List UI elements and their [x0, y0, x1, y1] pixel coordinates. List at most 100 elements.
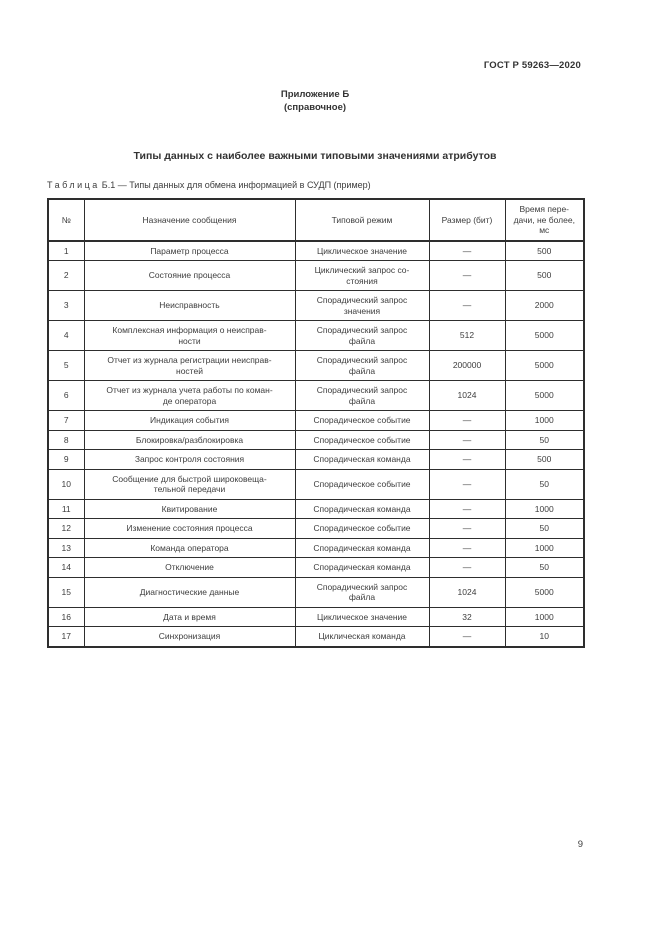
cell-purpose: Команда оператора [83, 537, 296, 558]
cell-mode: Спорадическое событие [294, 410, 430, 431]
cell-size: — [428, 537, 506, 558]
cell-mode: Спорадическая команда [294, 449, 430, 470]
table-row: 5 Отчет из журнала регистрации неисправ-… [47, 350, 585, 381]
cell-mode: Спорадический запрос файла [294, 320, 430, 351]
annex-label: Приложение Б [280, 89, 350, 100]
table-body: 1 Параметр процесса Циклическое значение… [47, 240, 585, 647]
cell-size: — [428, 240, 506, 261]
cell-time: 50 [504, 429, 585, 450]
cell-mode: Спорадическая команда [294, 557, 430, 578]
cell-time: 1000 [504, 537, 585, 558]
cell-num: 17 [47, 626, 85, 647]
table-row: 2 Состояние процесса Циклический запрос … [47, 260, 585, 291]
header-time: Время пере- дачи, не более, мс [504, 198, 585, 242]
cell-size: — [428, 557, 506, 578]
cell-num: 2 [47, 260, 85, 291]
cell-num: 10 [47, 468, 85, 500]
cell-mode: Циклическое значение [294, 240, 430, 261]
cell-purpose: Диагностические данные [83, 576, 296, 608]
cell-mode: Циклический запрос со- стояния [294, 260, 430, 291]
header-purpose: Назначение сообщения [83, 198, 296, 242]
cell-size: 200000 [428, 350, 506, 381]
data-table: № Назначение сообщения Типовой режим Раз… [47, 198, 585, 648]
cell-time: 50 [504, 557, 585, 578]
cell-num: 1 [47, 240, 85, 261]
table-row: 17 Синхронизация Циклическая команда — 1… [47, 626, 585, 647]
table-header: № Назначение сообщения Типовой режим Раз… [47, 198, 585, 242]
cell-size: — [428, 498, 506, 519]
cell-num: 12 [47, 518, 85, 539]
cell-num: 6 [47, 380, 85, 411]
cell-num: 11 [47, 498, 85, 519]
table-caption-text: Б.1 — Типы данных для обмена информацией… [101, 180, 371, 190]
cell-purpose: Индикация события [83, 410, 296, 431]
cell-size: — [428, 260, 506, 291]
table-header-row: № Назначение сообщения Типовой режим Раз… [47, 198, 585, 242]
cell-purpose: Запрос контроля состояния [83, 449, 296, 470]
table-row: 12 Изменение состояния процесса Спорадич… [47, 518, 585, 539]
cell-time: 5000 [504, 350, 585, 381]
cell-time: 10 [504, 626, 585, 647]
cell-size: 32 [428, 606, 506, 627]
cell-time: 2000 [504, 290, 585, 321]
table-row: 6 Отчет из журнала учета работы по коман… [47, 380, 585, 411]
cell-num: 14 [47, 557, 85, 578]
table-row: 9 Запрос контроля состояния Спорадическа… [47, 449, 585, 470]
cell-num: 15 [47, 576, 85, 608]
cell-num: 8 [47, 429, 85, 450]
cell-time: 1000 [504, 410, 585, 431]
table-row: 1 Параметр процесса Циклическое значение… [47, 240, 585, 261]
cell-purpose: Отчет из журнала учета работы по коман- … [83, 380, 296, 411]
cell-time: 500 [504, 240, 585, 261]
cell-purpose: Параметр процесса [83, 240, 296, 261]
table-row: 3 Неисправность Спорадический запрос зна… [47, 290, 585, 321]
cell-purpose: Неисправность [83, 290, 296, 321]
cell-mode: Спорадическая команда [294, 537, 430, 558]
cell-num: 9 [47, 449, 85, 470]
table-row: 8 Блокировка/разблокировка Спорадическое… [47, 429, 585, 450]
cell-size: 512 [428, 320, 506, 351]
table-caption: Таблица Б.1 — Типы данных для обмена инфо… [47, 180, 583, 190]
cell-purpose: Квитирование [83, 498, 296, 519]
cell-mode: Спорадический запрос файла [294, 350, 430, 381]
cell-purpose: Отключение [83, 557, 296, 578]
page-number: 9 [577, 839, 583, 850]
header-mode: Типовой режим [294, 198, 430, 242]
cell-time: 50 [504, 518, 585, 539]
cell-time: 5000 [504, 576, 585, 608]
cell-mode: Спорадический запрос файла [294, 380, 430, 411]
cell-size: — [428, 449, 506, 470]
cell-num: 13 [47, 537, 85, 558]
annex-type: (справочное) [283, 102, 347, 113]
table-caption-word: Таблица [47, 180, 100, 190]
cell-size: — [428, 518, 506, 539]
cell-purpose: Дата и время [83, 606, 296, 627]
cell-num: 5 [47, 350, 85, 381]
cell-size: — [428, 410, 506, 431]
table-row: 7 Индикация события Спорадическое событи… [47, 410, 585, 431]
cell-size: — [428, 626, 506, 647]
cell-num: 4 [47, 320, 85, 351]
cell-time: 5000 [504, 320, 585, 351]
cell-purpose: Блокировка/разблокировка [83, 429, 296, 450]
cell-size: — [428, 429, 506, 450]
table-row: 13 Команда оператора Спорадическая коман… [47, 537, 585, 558]
cell-size: 1024 [428, 576, 506, 608]
annex-heading: Приложение Б (справочное) [47, 88, 583, 114]
section-title: Типы данных с наиболее важными типовыми … [133, 150, 497, 162]
table-row: 16 Дата и время Циклическое значение 32 … [47, 606, 585, 627]
cell-mode: Спорадическое событие [294, 468, 430, 500]
cell-time: 500 [504, 260, 585, 291]
cell-time: 500 [504, 449, 585, 470]
cell-mode: Спорадическое событие [294, 429, 430, 450]
cell-mode: Циклическая команда [294, 626, 430, 647]
cell-purpose: Состояние процесса [83, 260, 296, 291]
cell-purpose: Изменение состояния процесса [83, 518, 296, 539]
cell-time: 5000 [504, 380, 585, 411]
table-row: 10 Сообщение для быстрой широковеща- тел… [47, 468, 585, 500]
cell-num: 3 [47, 290, 85, 321]
cell-num: 16 [47, 606, 85, 627]
cell-purpose: Комплексная информация о неисправ- ности [83, 320, 296, 351]
cell-num: 7 [47, 410, 85, 431]
